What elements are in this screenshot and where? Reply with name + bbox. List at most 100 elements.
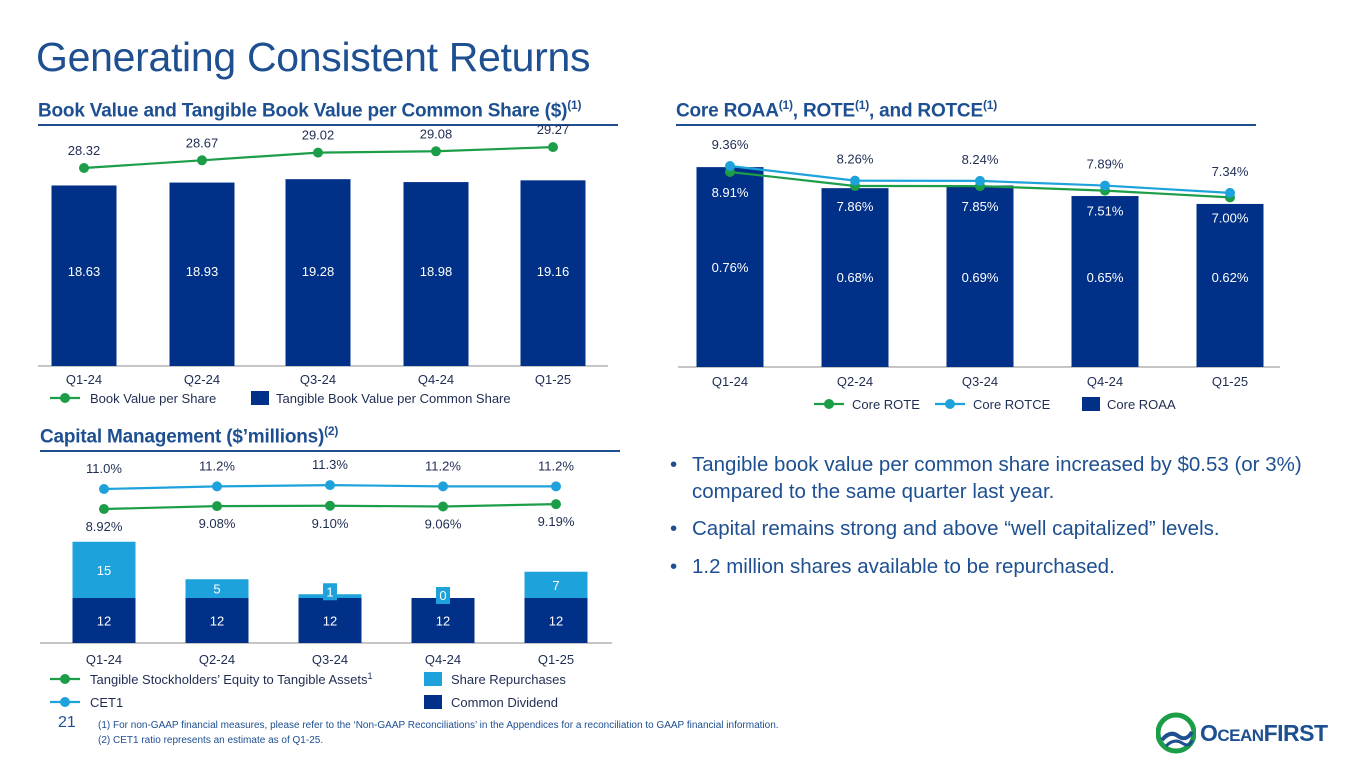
tse-point-label: 9.06% <box>425 516 462 531</box>
bv-point-label: 29.08 <box>420 126 453 141</box>
capital-x-tick-label: Q1-24 <box>86 652 122 667</box>
returns-title-sup1: (1) <box>778 98 793 112</box>
cet1-point <box>325 480 335 491</box>
cet1-point <box>212 481 222 492</box>
bv-section-title: Book Value and Tangible Book Value per C… <box>38 98 581 122</box>
repurchase-bar <box>72 541 136 598</box>
bv-point <box>548 142 558 153</box>
chart-legends: Book Value per Share Tangible Book Value … <box>50 391 1176 710</box>
rotce-point-label: 8.24% <box>962 152 999 167</box>
cet1-point-label: 11.2% <box>425 458 461 473</box>
cet1-point-label: 11.0% <box>86 461 122 476</box>
repurchase-bar <box>185 579 249 598</box>
footnote-1: (1) For non-GAAP financial measures, ple… <box>98 720 779 731</box>
rotce-point <box>850 175 860 186</box>
tbv-bar <box>520 180 586 366</box>
dividend-bar <box>524 598 588 643</box>
rotce-legend-label: Core ROTCE <box>973 397 1051 412</box>
key-point-3: 1.2 million shares available to be repur… <box>668 554 1328 581</box>
cet1-legend-label: CET1 <box>90 695 123 710</box>
cet1-point-label: 11.3% <box>312 457 348 472</box>
logo-wordmark-first: FIRST <box>1263 720 1328 746</box>
cet1-point <box>438 481 448 492</box>
dividend-legend-swatch <box>424 695 442 709</box>
dividend-legend-label: Common Dividend <box>451 695 558 710</box>
capital-section-title-text: Capital Management ($’millions) <box>40 426 325 448</box>
repurchase-label-bg <box>323 583 337 601</box>
dividend-bar-label: 12 <box>210 614 224 629</box>
bv-legend-marker <box>60 393 70 403</box>
capital-x-tick-label: Q4-24 <box>425 652 461 667</box>
rotce-point-label: 7.34% <box>1212 164 1249 179</box>
roaa-bar-label: 0.68% <box>837 270 874 285</box>
rotce-point <box>1225 187 1235 198</box>
dividend-bar-label: 12 <box>323 614 337 629</box>
footnotes: (1) For non-GAAP financial measures, ple… <box>98 718 779 748</box>
tse-point <box>438 501 448 512</box>
bv-legend-label: Book Value per Share <box>90 391 216 406</box>
rote-point-label: 8.91% <box>712 185 749 200</box>
tse-point <box>551 499 561 510</box>
bv-point <box>79 163 89 173</box>
roaa-bar <box>696 167 764 367</box>
returns-section-title: Core ROAA(1), ROTE(1), and ROTCE(1) <box>676 98 997 122</box>
repurchase-bar-label: 15 <box>97 563 111 578</box>
cet1-point <box>99 484 109 494</box>
tbv-bar <box>403 182 469 366</box>
dividend-bar <box>185 598 249 643</box>
tse-legend-label: Tangible Stockholders’ Equity to Tangibl… <box>90 671 373 687</box>
tbv-bar-label: 19.16 <box>537 264 570 279</box>
repurchase-bar-label: 5 <box>213 582 220 597</box>
dividend-bar <box>298 598 362 643</box>
logo-wordmark: OCEANFIRST <box>1200 720 1328 747</box>
key-point-2: Capital remains strong and above “well c… <box>668 516 1328 543</box>
roaa-bar-label: 0.76% <box>712 260 749 275</box>
rotce-point <box>975 175 985 186</box>
bv-x-tick-label: Q2-24 <box>184 372 220 387</box>
tse-point <box>325 500 335 511</box>
bv-x-tick-label: Q4-24 <box>418 372 454 387</box>
footnote-2: (2) CET1 ratio represents an estimate as… <box>98 735 324 746</box>
tse-point-label: 8.92% <box>86 519 123 534</box>
tse-point <box>212 501 222 512</box>
bv-point-label: 29.02 <box>302 128 335 143</box>
tse-point-label: 9.08% <box>199 516 236 531</box>
repurchase-bar-label: 7 <box>552 578 559 593</box>
returns-title-sup2: (1) <box>854 98 870 112</box>
tbv-legend-label: Tangible Book Value per Common Share <box>276 391 511 406</box>
roaa-bar-label: 0.69% <box>962 270 999 285</box>
returns-title-sup3: (1) <box>982 98 998 112</box>
rote-legend-label: Core ROTE <box>852 397 920 412</box>
bv-point-label: 28.32 <box>68 143 101 158</box>
returns-x-tick-label: Q1-24 <box>712 374 748 389</box>
tbv-bar-label: 19.28 <box>302 264 335 279</box>
rotce-point <box>725 161 735 172</box>
capital-chart: 12 15 Q1-24 12 5 Q2-24 12 1 Q3-24 12 0 Q4-24 12 7 Q1-2… <box>40 457 612 667</box>
capital-section-title-sup: (2) <box>324 424 339 438</box>
repurchase-bar-label: 0 <box>439 588 446 603</box>
roaa-bar <box>821 188 889 367</box>
bv-point <box>197 155 207 166</box>
page-number: 21 <box>58 714 76 731</box>
roaa-legend-label: Core ROAA <box>1107 397 1176 412</box>
tbv-bar <box>285 179 351 366</box>
bv-section-rule <box>38 124 618 126</box>
tbv-bar <box>169 182 235 366</box>
rotce-legend-marker <box>945 399 955 409</box>
rote-legend-marker <box>824 399 834 409</box>
capital-x-tick-label: Q1-25 <box>538 652 574 667</box>
rote-point-label: 7.00% <box>1212 210 1249 225</box>
bv-section-title-sup: (1) <box>567 98 582 112</box>
logo-mark-icon <box>1155 712 1197 754</box>
capital-section-rule <box>40 450 620 452</box>
bv-point-label: 28.67 <box>186 135 219 150</box>
tbv-bar <box>51 185 117 366</box>
returns-x-tick-label: Q4-24 <box>1087 374 1123 389</box>
cet1-point <box>551 481 561 492</box>
dividend-bar <box>411 598 475 643</box>
rote-point-label: 7.85% <box>962 199 999 214</box>
tbv-bar-label: 18.93 <box>186 264 219 279</box>
rotce-point-label: 9.36% <box>712 137 749 152</box>
cet1-point-label: 11.2% <box>199 458 235 473</box>
tse-point-label: 9.19% <box>538 514 575 529</box>
